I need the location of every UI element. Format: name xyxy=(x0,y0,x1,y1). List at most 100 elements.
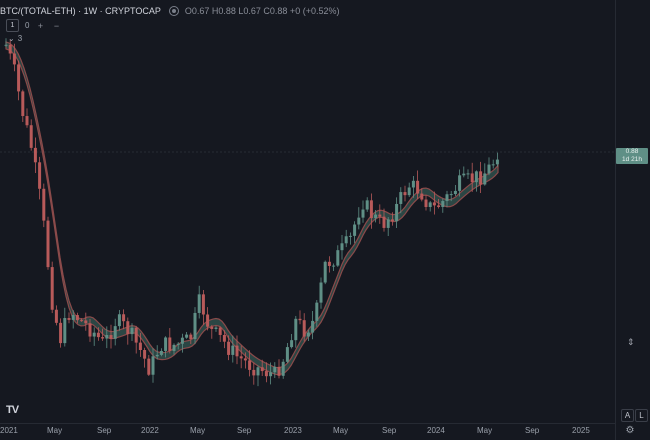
candle-body xyxy=(453,190,457,195)
candle-body xyxy=(101,337,105,339)
candle-body xyxy=(302,320,306,337)
candle-body xyxy=(411,180,415,188)
time-label: Sep xyxy=(525,426,540,435)
candle-body xyxy=(59,322,63,344)
candle-body xyxy=(180,337,184,344)
candle-body xyxy=(147,358,151,375)
candle-body xyxy=(117,314,121,327)
candle-body xyxy=(340,243,344,251)
candle-body xyxy=(210,326,214,329)
candle-body xyxy=(231,345,235,355)
time-axis[interactable]: 2021 May Sep 2022 May Sep 2023 May Sep 2… xyxy=(0,426,610,438)
candle-body xyxy=(269,372,273,377)
ohlc-values: O0.67 H0.88 L0.67 C0.88 +0 (+0.52%) xyxy=(184,6,340,16)
candle-body xyxy=(365,200,369,210)
candle-body xyxy=(214,327,218,329)
candle-body xyxy=(243,358,247,361)
time-label: Sep xyxy=(97,426,112,435)
candle-body xyxy=(176,343,180,345)
auto-scale-button[interactable]: A xyxy=(621,409,634,422)
candle-body xyxy=(63,318,67,344)
add-indicator-button[interactable]: + xyxy=(37,20,44,31)
candle-body xyxy=(17,64,21,92)
candle-body xyxy=(416,180,420,194)
candle-body xyxy=(197,294,201,313)
candle-body xyxy=(206,314,210,327)
candle-body xyxy=(222,334,226,342)
candle-body xyxy=(437,205,441,207)
candle-body xyxy=(378,214,382,217)
candle-body xyxy=(143,350,147,359)
symbol-title[interactable]: BTC/(TOTAL-ETH) · 1W · CRYPTOCAP xyxy=(0,6,161,16)
candle-body xyxy=(285,347,289,362)
candle-body xyxy=(138,342,142,351)
candle-body xyxy=(273,366,277,373)
gear-icon[interactable]: ⚙ xyxy=(625,424,635,436)
candle-body xyxy=(483,173,487,185)
time-label: May xyxy=(190,426,206,435)
candle-body xyxy=(239,356,243,359)
candle-body xyxy=(458,175,462,191)
candle-body xyxy=(71,315,75,320)
candles xyxy=(4,38,499,387)
candle-body xyxy=(67,318,71,320)
time-label: 2022 xyxy=(141,426,159,435)
candle-body xyxy=(319,282,323,303)
tradingview-logo-icon[interactable]: TV xyxy=(6,404,19,416)
candle-body xyxy=(84,320,88,324)
candle-body xyxy=(441,201,445,207)
candle-body xyxy=(386,219,390,228)
candle-body xyxy=(420,193,424,200)
candle-body xyxy=(4,44,8,46)
candle-body xyxy=(424,199,428,207)
time-scale-divider xyxy=(0,423,615,424)
time-label: Sep xyxy=(237,426,252,435)
candle-body xyxy=(487,164,491,174)
candle-body xyxy=(315,302,319,321)
candle-body xyxy=(126,321,130,335)
moving-average-band xyxy=(5,41,499,376)
candle-body xyxy=(466,173,470,175)
indicators-collapse[interactable]: ⌄ 3 xyxy=(8,34,22,43)
candle-body xyxy=(201,294,205,315)
candle-body xyxy=(382,216,386,228)
candle-body xyxy=(193,312,197,340)
candle-body xyxy=(323,261,327,283)
candle-body xyxy=(168,337,172,351)
candle-body xyxy=(25,116,29,126)
candle-body xyxy=(33,147,37,163)
candle-body xyxy=(8,44,12,54)
candle-body xyxy=(12,53,16,65)
candle-body xyxy=(428,202,432,207)
candle-body xyxy=(311,320,315,333)
symbol-legend[interactable]: BTC/(TOTAL-ETH) · 1W · CRYPTOCAP O0.67 H… xyxy=(0,4,339,18)
candle-body xyxy=(491,164,495,166)
indicator-badge[interactable]: 1 xyxy=(6,19,19,32)
candle-body xyxy=(479,171,483,185)
indicator-value: 0 xyxy=(25,21,30,30)
log-scale-button[interactable]: L xyxy=(635,409,648,422)
time-label: 2021 xyxy=(0,426,18,435)
candle-body xyxy=(399,192,403,204)
eye-icon[interactable] xyxy=(168,6,179,16)
candle-body xyxy=(235,345,239,357)
candle-body xyxy=(29,125,33,148)
time-label: 2025 xyxy=(572,426,590,435)
candle-body xyxy=(495,159,499,165)
time-label: Sep xyxy=(382,426,397,435)
candle-body xyxy=(113,326,117,339)
candle-body xyxy=(105,335,109,339)
candle-body xyxy=(92,332,96,337)
candle-body xyxy=(172,344,176,351)
arrows-icon[interactable]: ⇕ xyxy=(627,337,635,347)
candle-body xyxy=(462,173,466,176)
candle-body xyxy=(474,171,478,183)
candle-body xyxy=(395,203,399,222)
candle-body xyxy=(348,235,352,237)
chevron-down-icon: ⌄ xyxy=(8,34,15,43)
last-price-value: 0.88 xyxy=(625,148,639,155)
candle-body xyxy=(403,192,407,196)
candle-body xyxy=(256,367,260,376)
remove-indicator-button[interactable]: − xyxy=(53,20,60,31)
